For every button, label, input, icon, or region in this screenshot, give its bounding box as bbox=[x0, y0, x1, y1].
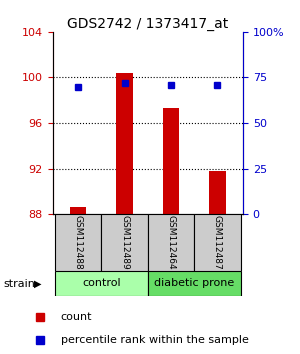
Bar bbox=[55, 214, 101, 271]
Text: GSM112489: GSM112489 bbox=[120, 215, 129, 270]
Text: control: control bbox=[82, 278, 121, 288]
Text: GSM112464: GSM112464 bbox=[167, 215, 176, 270]
Bar bbox=[163, 108, 179, 214]
Bar bbox=[116, 73, 133, 214]
Text: GSM112487: GSM112487 bbox=[213, 215, 222, 270]
Bar bbox=[148, 271, 241, 296]
Bar bbox=[70, 207, 86, 214]
Text: count: count bbox=[61, 312, 92, 322]
Text: percentile rank within the sample: percentile rank within the sample bbox=[61, 335, 248, 346]
Bar bbox=[101, 214, 148, 271]
Text: ▶: ▶ bbox=[34, 279, 41, 289]
Bar bbox=[194, 214, 241, 271]
Title: GDS2742 / 1373417_at: GDS2742 / 1373417_at bbox=[67, 17, 228, 31]
Text: diabetic prone: diabetic prone bbox=[154, 278, 234, 288]
Text: GSM112488: GSM112488 bbox=[74, 215, 82, 270]
Text: strain: strain bbox=[3, 279, 35, 289]
Bar bbox=[209, 171, 226, 214]
Bar bbox=[55, 271, 148, 296]
Bar bbox=[148, 214, 194, 271]
